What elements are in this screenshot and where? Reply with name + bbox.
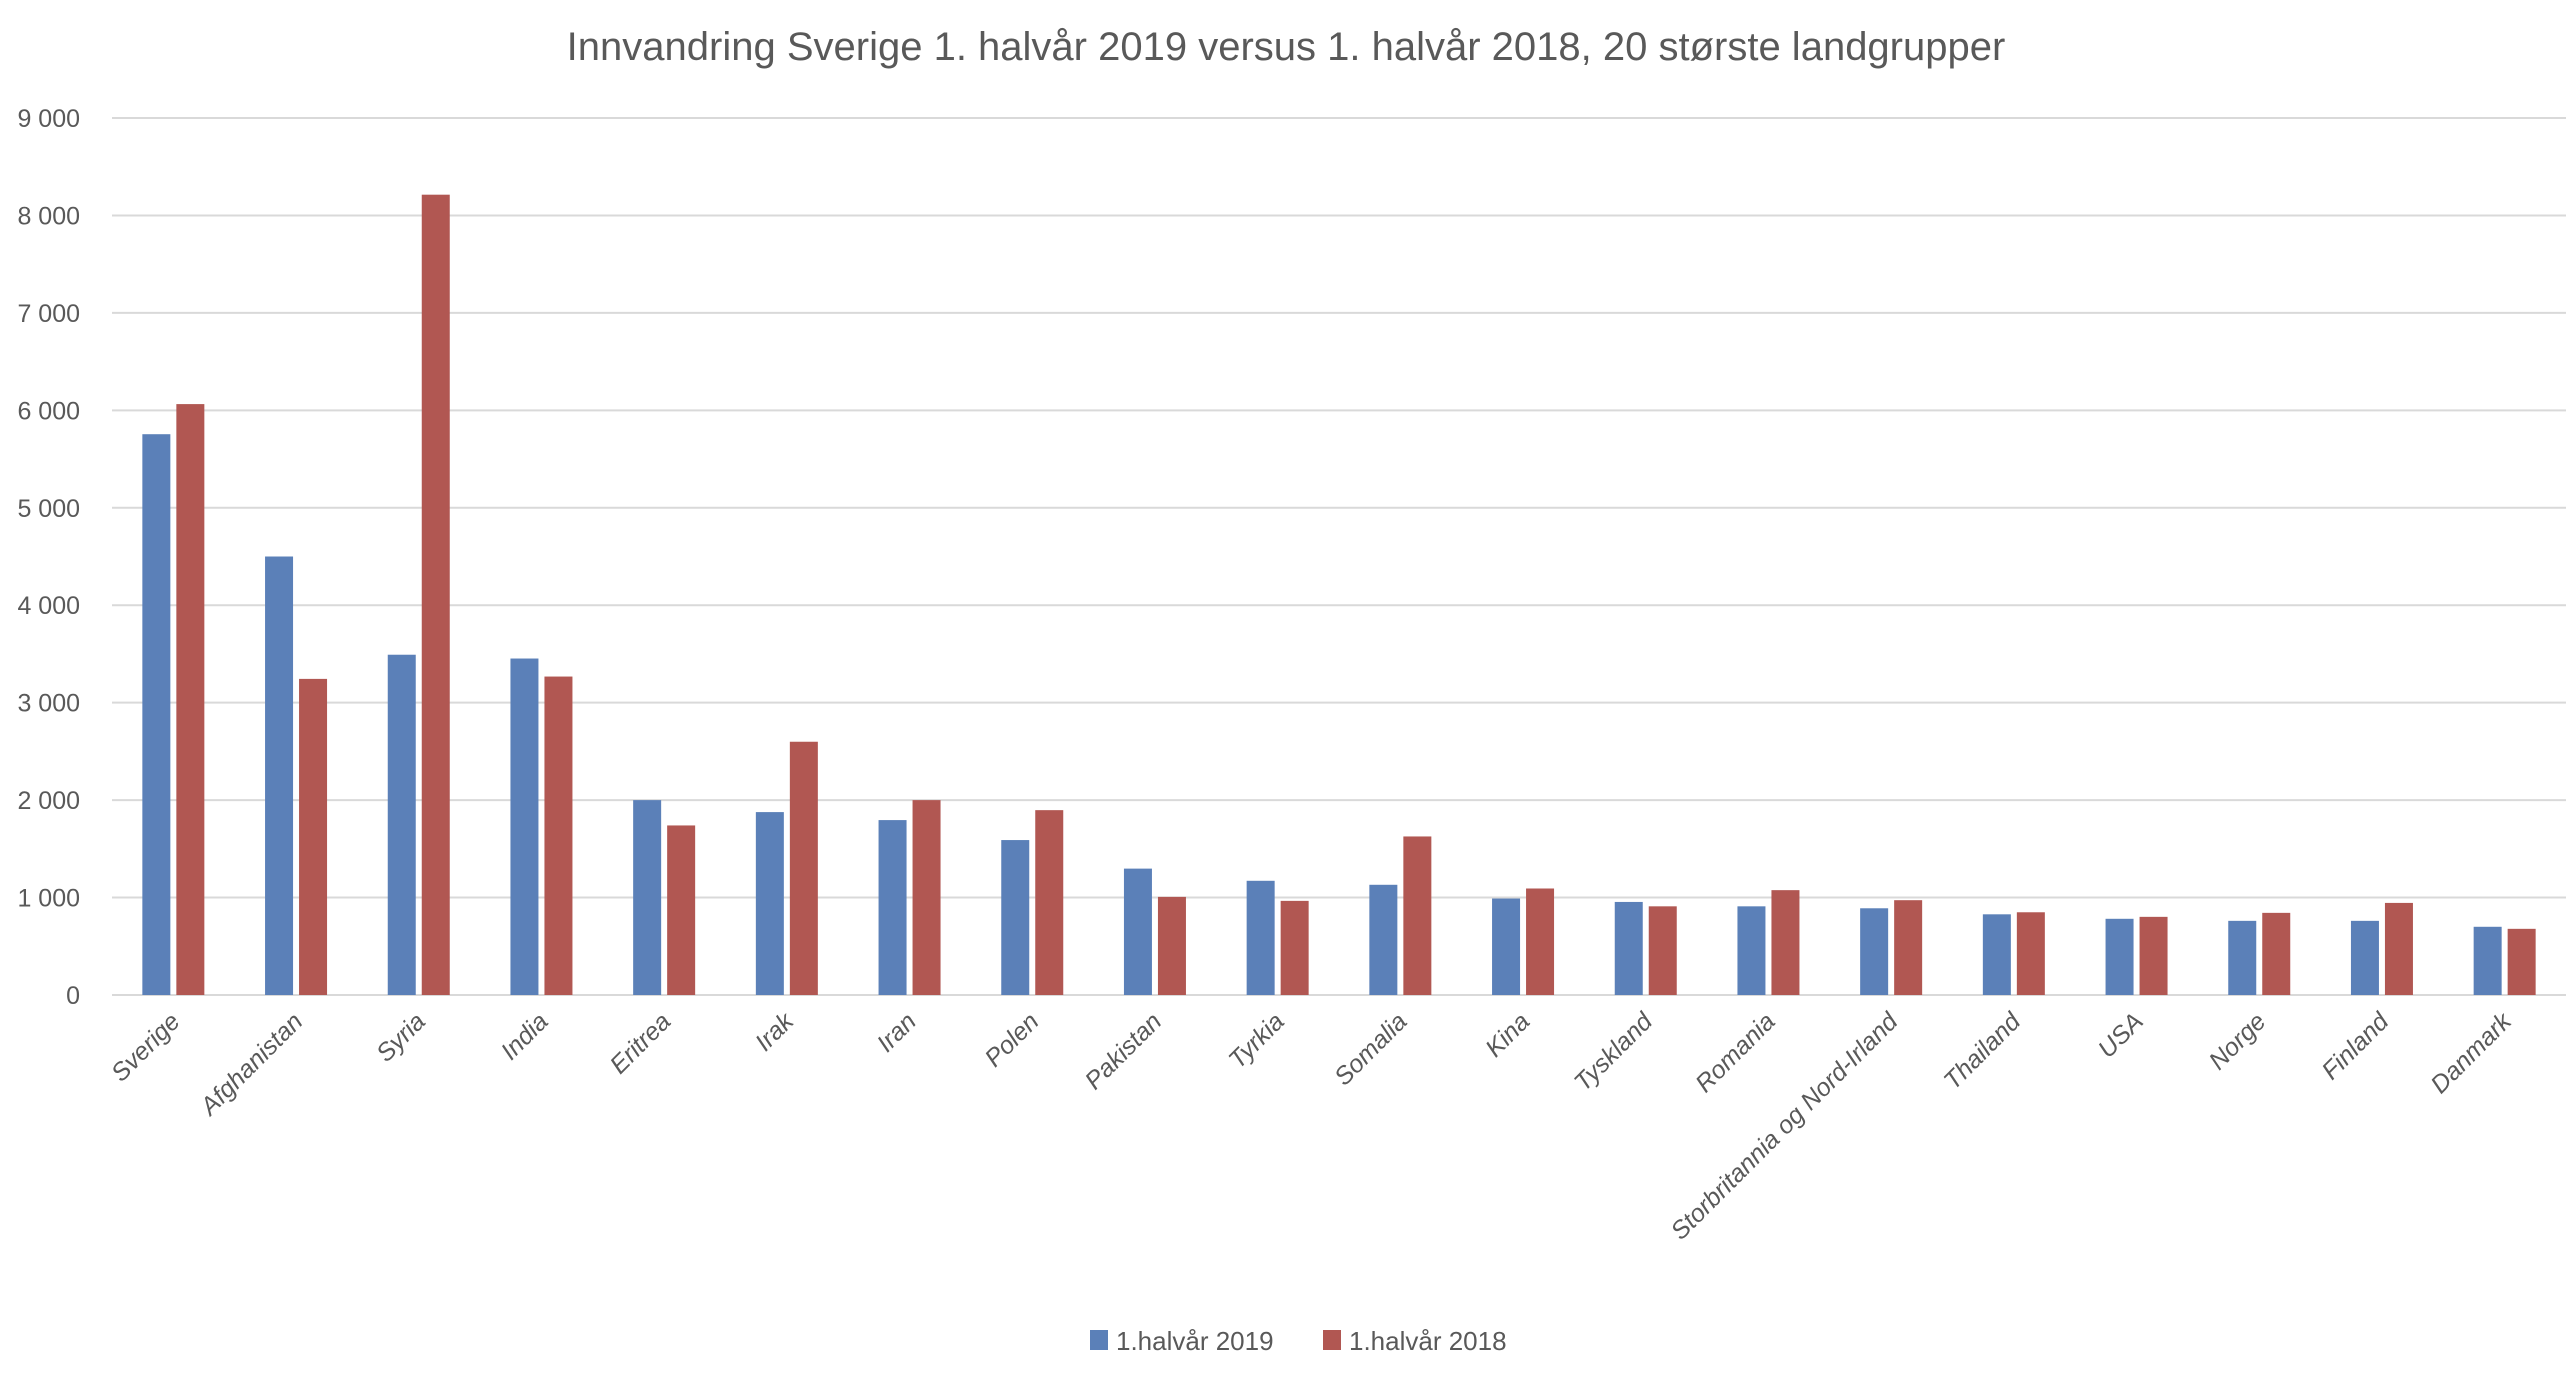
x-tick-label: Romania — [1690, 1007, 1781, 1098]
y-tick-label: 6 000 — [17, 397, 80, 425]
bar-2019-tyskland — [1614, 901, 1643, 995]
bar-2019-afghanistan — [265, 556, 294, 995]
bar-2019-romania — [1737, 906, 1766, 995]
x-tick-label: Eritrea — [605, 1007, 677, 1079]
y-axis-ticks: 0 1 000 2 000 3 000 4 000 5 000 6 000 7 000 8 00… — [17, 105, 80, 1010]
y-tick-label: 1 000 — [17, 885, 80, 913]
bar-2019-danmark — [2473, 926, 2502, 995]
x-tick-label: Syria — [371, 1007, 431, 1067]
bar-2018-norge — [2262, 912, 2291, 995]
x-tick-label: Afghanistan — [194, 1007, 309, 1122]
x-tick-label: Iran — [872, 1007, 922, 1057]
x-tick-label: Pakistan — [1080, 1007, 1168, 1095]
bar-2018-finland — [2384, 902, 2413, 995]
bar-2019-polen — [1001, 840, 1030, 995]
bar-2019-usa — [2105, 918, 2134, 995]
bar-2019-sverige — [142, 434, 171, 995]
x-tick-label: Somalia — [1329, 1007, 1413, 1091]
legend-label-2018: 1.halvår 2018 — [1349, 1326, 1507, 1356]
y-tick-label: 4 000 — [17, 592, 80, 620]
bar-2019-iran — [878, 820, 907, 995]
bar-2019-eritrea — [633, 800, 662, 995]
legend: 1.halvår 2019 1.halvår 2018 — [1090, 1326, 1507, 1356]
x-axis-ticks: Sverige Afghanistan Syria India Eritrea Irak I… — [106, 1006, 2518, 1245]
bar-2018-afghanistan — [299, 678, 328, 995]
x-tick-label: Finland — [2316, 1007, 2395, 1086]
bar-2019-thailand — [1982, 914, 2011, 995]
x-tick-label: India — [496, 1007, 554, 1065]
bar-2018-thailand — [2016, 912, 2045, 995]
legend-label-2019: 1.halvår 2019 — [1116, 1326, 1274, 1356]
bar-2018-romania — [1771, 890, 1800, 995]
x-tick-label: Irak — [750, 1006, 800, 1056]
bar-2018-eritrea — [667, 825, 696, 995]
x-tick-label: Danmark — [2425, 1006, 2518, 1099]
x-tick-label: Storbritannia og Nord-Irland — [1665, 1007, 1904, 1246]
bar-2019-irak — [755, 812, 784, 995]
y-tick-label: 3 000 — [17, 690, 80, 718]
chart-title: Innvandring Sverige 1. halvår 2019 versu… — [567, 25, 2006, 69]
y-tick-label: 5 000 — [17, 495, 80, 523]
bar-2019-tyrkia — [1246, 880, 1275, 995]
bar-2019-kina — [1492, 898, 1521, 995]
bar-2018-usa — [2139, 916, 2168, 995]
bar-2019-india — [510, 658, 539, 995]
bar-2018-somalia — [1403, 836, 1432, 995]
x-tick-label: Sverige — [106, 1007, 186, 1087]
bar-2019-storbritannia-og-nord-irland — [1860, 908, 1889, 995]
y-tick-label: 7 000 — [17, 300, 80, 328]
gridlines — [112, 117, 2566, 996]
bar-2018-tyrkia — [1280, 900, 1309, 995]
legend-swatch-2019 — [1090, 1330, 1108, 1350]
x-tick-label: Tyrkia — [1223, 1007, 1290, 1074]
bar-2018-pakistan — [1157, 896, 1186, 995]
y-tick-label: 2 000 — [17, 787, 80, 815]
x-tick-label: USA — [2093, 1007, 2149, 1063]
x-tick-label: Kina — [1480, 1007, 1535, 1062]
bar-2018-sverige — [176, 404, 205, 995]
bar-2018-tyskland — [1648, 906, 1677, 995]
bar-2018-danmark — [2507, 928, 2536, 995]
bar-2018-iran — [912, 800, 941, 995]
bar-2018-irak — [789, 741, 818, 995]
y-tick-label: 0 — [66, 982, 80, 1010]
bar-2019-pakistan — [1123, 868, 1152, 995]
x-tick-label: Thailand — [1938, 1007, 2026, 1095]
bar-2018-storbritannia-og-nord-irland — [1894, 900, 1923, 995]
legend-swatch-2018 — [1323, 1330, 1341, 1350]
x-tick-label: Tyskland — [1569, 1007, 1659, 1097]
y-tick-label: 8 000 — [17, 202, 80, 230]
x-tick-label: Polen — [979, 1007, 1044, 1072]
bar-2018-polen — [1035, 810, 1064, 995]
x-tick-label: Norge — [2204, 1007, 2272, 1075]
bar-2019-norge — [2228, 920, 2257, 995]
bar-2018-india — [544, 676, 573, 995]
bar-2018-kina — [1526, 888, 1555, 995]
bar-2019-somalia — [1369, 884, 1398, 995]
bar-2019-finland — [2350, 920, 2379, 995]
bars — [142, 194, 2536, 995]
y-tick-label: 9 000 — [17, 105, 80, 133]
bar-2019-syria — [387, 654, 416, 995]
bar-2018-syria — [421, 194, 450, 995]
